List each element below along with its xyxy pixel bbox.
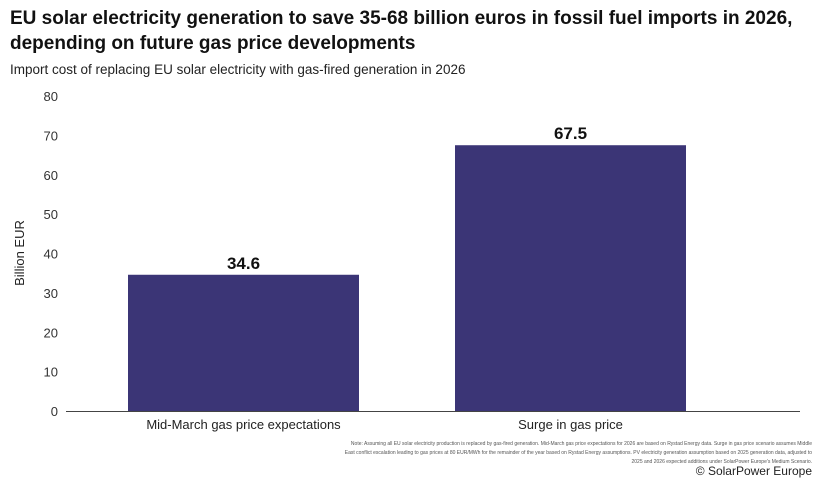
x-tick-label: Surge in gas price — [518, 417, 623, 432]
y-axis-label: Billion EUR — [12, 220, 27, 286]
y-tick-label: 20 — [44, 325, 58, 340]
footnote: Note: Assuming all EU solar electricity … — [344, 441, 812, 465]
y-tick-label: 60 — [44, 168, 58, 183]
y-tick-label: 70 — [44, 128, 58, 143]
y-tick-label: 80 — [44, 89, 58, 104]
chart-subtitle: Import cost of replacing EU solar electr… — [10, 62, 466, 77]
data-label: 34.6 — [227, 254, 260, 273]
y-tick-label: 0 — [51, 404, 58, 419]
y-tick-label: 30 — [44, 286, 58, 301]
y-tick-label: 40 — [44, 247, 58, 262]
x-tick-label: Mid-March gas price expectations — [146, 417, 341, 432]
copyright: © SolarPower Europe — [695, 464, 812, 478]
bar — [128, 274, 359, 411]
y-tick-label: 50 — [44, 207, 58, 222]
bar — [455, 145, 686, 411]
data-label: 67.5 — [554, 124, 587, 143]
y-tick-label: 10 — [44, 365, 58, 380]
chart-title: EU solar electricity generation to save … — [10, 8, 793, 54]
